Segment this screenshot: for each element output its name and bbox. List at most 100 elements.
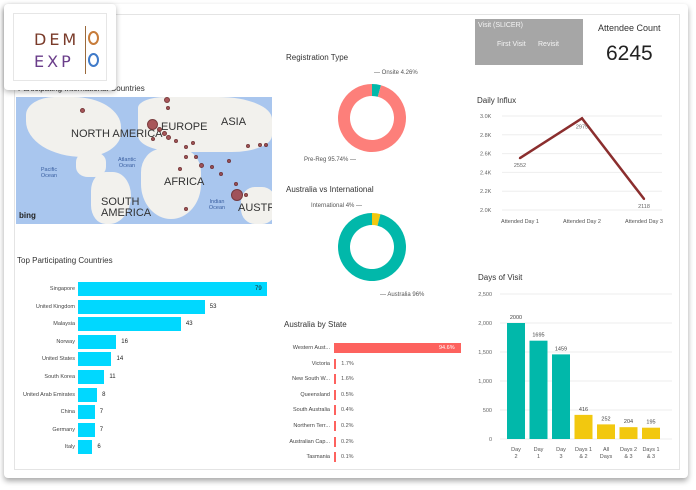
label-international: International 4% —: [311, 203, 363, 209]
logo-text-demo: DEM: [34, 30, 80, 49]
y-tick-label: 500: [483, 408, 492, 414]
x-tick-label: Day 2: [511, 447, 521, 460]
map-bubble[interactable]: [258, 143, 262, 147]
bar[interactable]: [642, 427, 660, 439]
data-point[interactable]: [580, 117, 584, 120]
data-point[interactable]: [642, 197, 646, 201]
bar[interactable]: [507, 323, 525, 439]
data-label: 2552: [514, 163, 526, 169]
map-bubble[interactable]: [199, 163, 204, 168]
state-bar[interactable]: [334, 452, 336, 463]
country-bar[interactable]: [78, 370, 105, 384]
map-bubble[interactable]: [151, 137, 155, 141]
daily-influx-chart[interactable]: 2.0K 2.2K 2.4K 2.6K 2.8K 3.0K 2552 Attended Day…: [470, 108, 670, 233]
data-label: 2118: [638, 204, 650, 210]
bar[interactable]: [619, 427, 638, 439]
label-atlantic-ocean: Atlantic Ocean: [117, 157, 137, 169]
data-point[interactable]: [518, 156, 522, 160]
bar[interactable]: [597, 424, 615, 439]
map-bubble[interactable]: [80, 108, 85, 113]
state-value: 0.2%: [341, 423, 354, 429]
country-value: 8: [102, 391, 106, 398]
map-bubble[interactable]: [174, 139, 178, 143]
country-bar[interactable]: [78, 352, 112, 367]
x-tick-label: All Days: [600, 447, 613, 460]
donut-slice-international[interactable]: [372, 213, 381, 226]
label-europe: EUROPE: [161, 121, 208, 133]
country-bar[interactable]: [78, 299, 205, 314]
series-line[interactable]: [519, 116, 645, 200]
map-bubble-singapore[interactable]: [231, 189, 243, 201]
map-bubble[interactable]: [264, 143, 268, 147]
country-label: United Arab Emirates: [23, 391, 75, 398]
data-label: 204: [624, 419, 633, 425]
map-bubble[interactable]: [184, 155, 188, 159]
visit-slicer[interactable]: Visit (SLICER) First Visit Revisit: [475, 19, 583, 65]
map-bubble[interactable]: [162, 131, 167, 136]
attendee-count-title: Attendee Count: [598, 23, 661, 33]
state-bar[interactable]: [334, 343, 461, 353]
land-north-america: [26, 97, 121, 157]
state-bar[interactable]: [334, 421, 336, 431]
map-bubble[interactable]: [164, 97, 170, 103]
registration-type-donut[interactable]: [330, 72, 420, 172]
bar[interactable]: [574, 414, 593, 439]
country-bar[interactable]: [78, 282, 267, 296]
logo-card: DEM EXP: [4, 4, 116, 90]
y-tick-label: 1,000: [478, 379, 492, 385]
state-bar[interactable]: [334, 358, 337, 369]
country-bar[interactable]: [78, 317, 181, 332]
bar[interactable]: [529, 340, 548, 439]
state-value: 0.4%: [341, 407, 354, 414]
state-bar[interactable]: [334, 374, 337, 385]
country-value: 6: [97, 444, 101, 451]
bar[interactable]: [552, 354, 570, 439]
map-bubble[interactable]: [244, 193, 248, 197]
map-bubble[interactable]: [246, 144, 250, 148]
country-label: China: [60, 409, 75, 416]
map-bubble[interactable]: [210, 165, 214, 169]
map-bubble[interactable]: [166, 135, 171, 140]
state-bar[interactable]: [334, 405, 336, 416]
country-value: 14: [116, 356, 124, 363]
country-label: Singapore: [49, 286, 75, 292]
country-value: 7: [99, 426, 104, 433]
map-bubble[interactable]: [147, 119, 158, 130]
country-bar[interactable]: [78, 387, 98, 402]
map-bubble[interactable]: [178, 167, 182, 171]
country-value: 43: [185, 321, 193, 328]
aus-vs-intl-donut[interactable]: [330, 205, 420, 295]
days-of-visit-title: Days of Visit: [478, 273, 523, 282]
country-bar[interactable]: [78, 405, 95, 420]
country-value: 53: [209, 303, 217, 310]
donut-slice-onsite[interactable]: [372, 84, 381, 97]
map-bubble[interactable]: [234, 182, 238, 186]
slicer-option-revisit[interactable]: Revisit: [538, 41, 560, 48]
y-tick-label: 2.4K: [480, 170, 492, 176]
map-bubble[interactable]: [184, 207, 188, 211]
y-tick-label: 2.6K: [480, 152, 492, 158]
country-bar[interactable]: [78, 422, 95, 437]
map-bubble[interactable]: [184, 145, 188, 149]
registration-type-title: Registration Type: [286, 53, 349, 62]
map-bubble[interactable]: [166, 106, 170, 110]
state-bar[interactable]: [334, 436, 336, 447]
y-tick-label: 2.2K: [480, 189, 492, 195]
map-bubble[interactable]: [191, 141, 195, 145]
country-bar[interactable]: [78, 334, 117, 349]
map-bubble[interactable]: [194, 155, 198, 159]
state-bar[interactable]: [334, 389, 336, 400]
world-map[interactable]: NORTH AMERICA EUROPE ASIA AFRICA SOUTH A…: [16, 97, 272, 224]
map-bubble[interactable]: [219, 172, 223, 176]
country-label: United States: [41, 356, 75, 363]
country-bar[interactable]: [78, 440, 93, 455]
y-tick-label: 2.0K: [480, 208, 492, 214]
slicer-option-first-visit[interactable]: First Visit: [497, 41, 526, 48]
x-tick-label: Day 3: [556, 447, 566, 460]
y-tick-label: 3.0K: [480, 114, 492, 120]
map-bubble[interactable]: [157, 127, 162, 132]
map-bubble[interactable]: [227, 159, 231, 163]
donut-slice-australia[interactable]: [338, 213, 406, 281]
days-of-visit-chart[interactable]: 0 500 1,000 1,500 2,000 2,500 2000 Day 2 1695 Day 1…: [470, 282, 675, 467]
donut-slice-prereg[interactable]: [338, 84, 406, 152]
